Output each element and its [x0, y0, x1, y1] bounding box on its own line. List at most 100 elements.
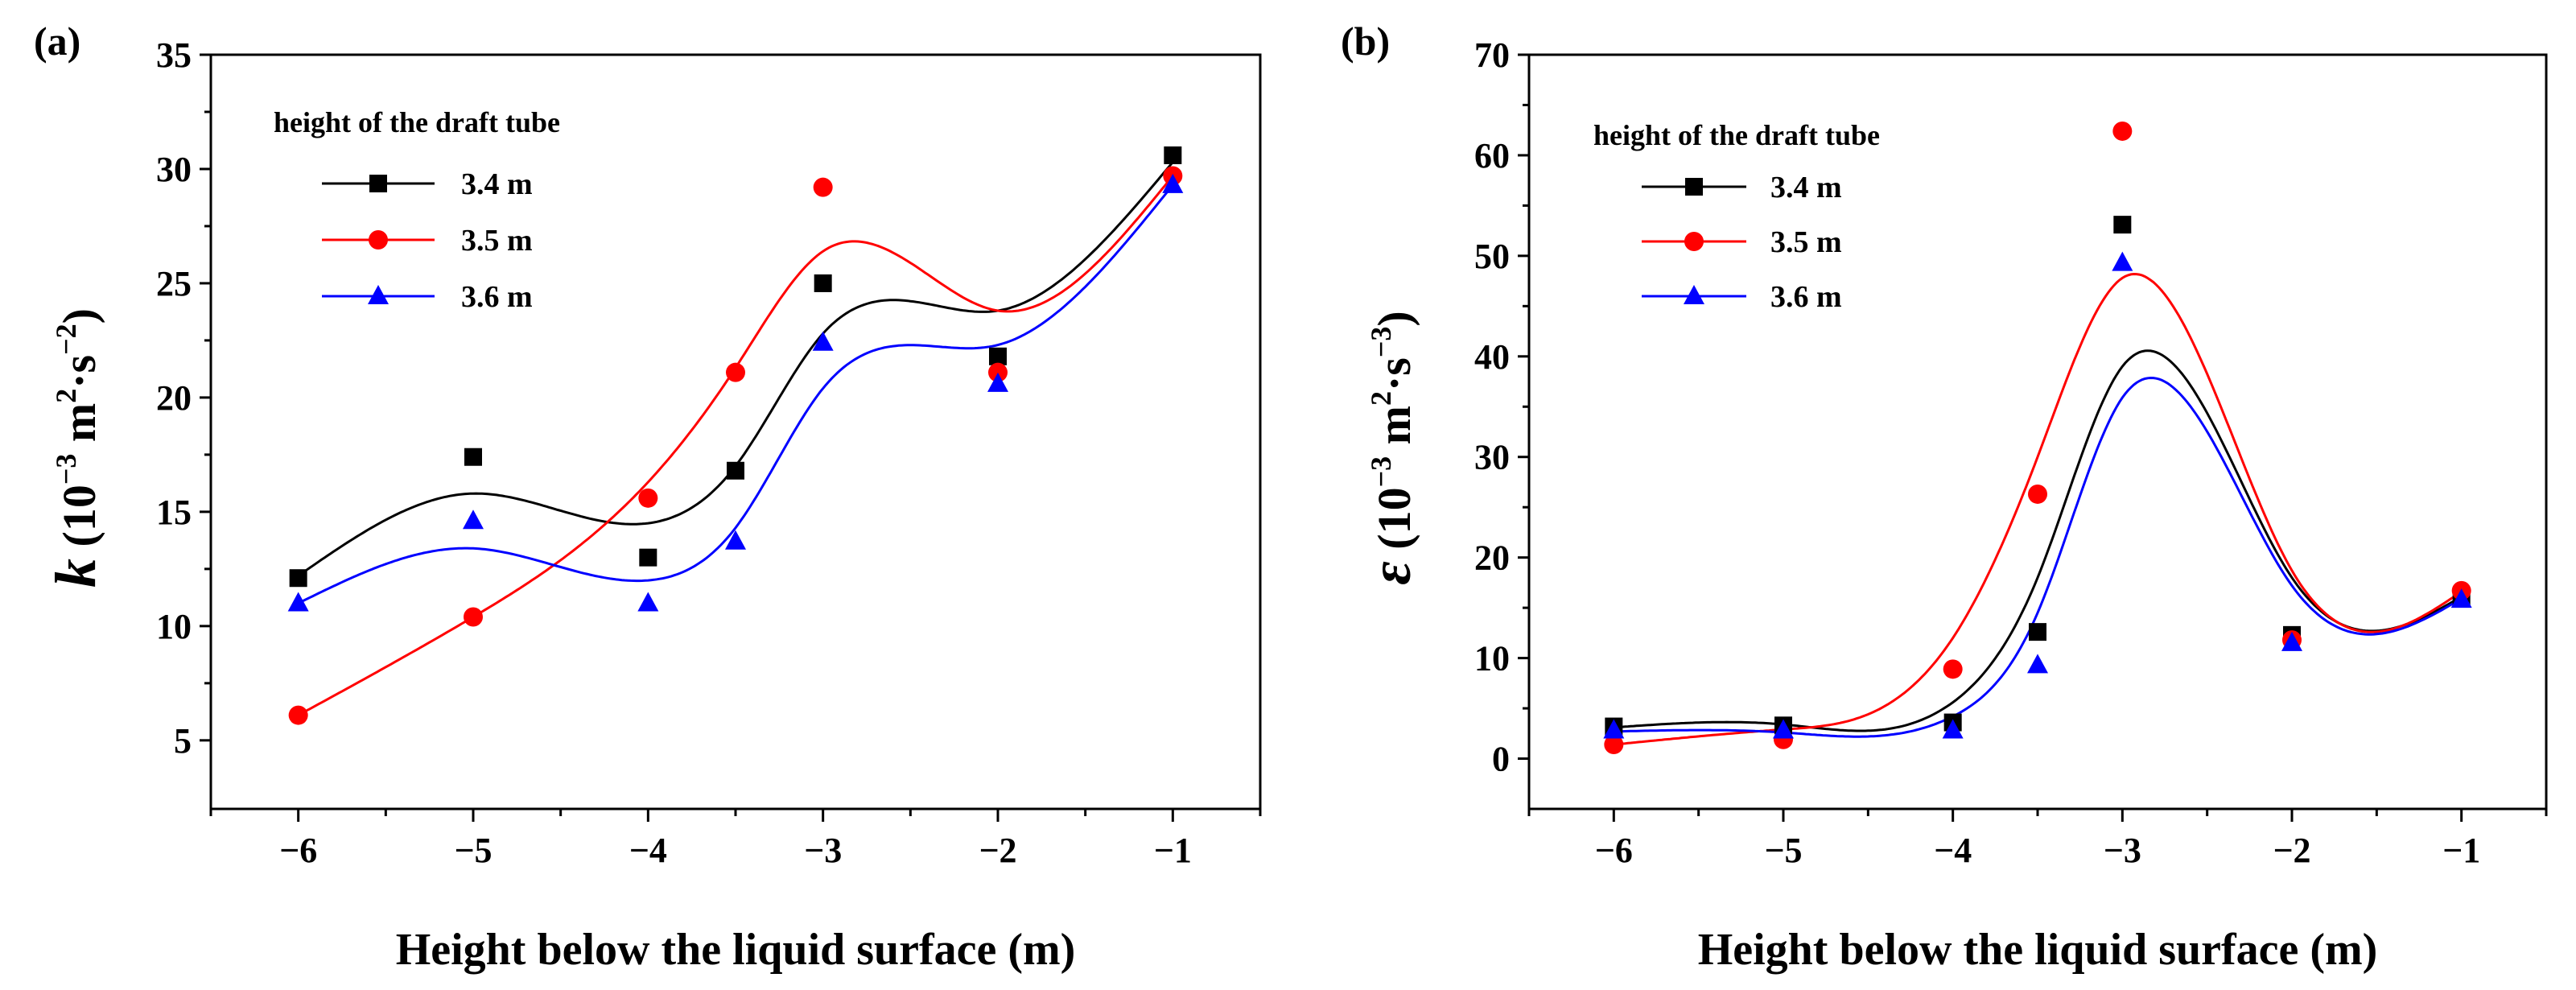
x-axis-label: Height below the liquid surface (m) — [396, 925, 1076, 975]
data-point-square — [464, 448, 482, 466]
x-tick-label: −5 — [454, 831, 492, 870]
legend-marker-circle — [369, 230, 388, 250]
x-tick-label: −4 — [629, 831, 667, 870]
y-tick-label: 30 — [156, 150, 192, 189]
data-point-square — [814, 274, 832, 292]
panel-label: (b) — [1341, 19, 1390, 64]
data-point-square — [1164, 146, 1182, 164]
legend-label: 3.5 m — [461, 224, 533, 258]
legend-title: height of the draft tube — [274, 106, 560, 138]
legend-label: 3.4 m — [1770, 171, 1842, 204]
legend: height of the draft tube 3.4 m 3.5 m 3.6 m — [1593, 119, 1880, 314]
legend-label: 3.5 m — [1770, 225, 1842, 259]
data-point-triangle — [1773, 719, 1794, 739]
fit-curve-triangle — [298, 184, 1174, 604]
y-tick-label: 5 — [174, 721, 192, 761]
data-point-triangle — [637, 592, 659, 612]
y-axis-symbol: k — [43, 559, 108, 588]
data-point-square — [2113, 216, 2132, 234]
data-point-triangle — [2450, 588, 2472, 608]
fit-curve-triangle — [1614, 376, 2463, 738]
data-point-triangle — [463, 509, 484, 530]
y-tick-label: 35 — [156, 35, 192, 75]
x-tick-label: −6 — [279, 831, 317, 870]
y-axis-unit: ) — [53, 308, 105, 324]
x-tick-label: −1 — [1154, 831, 1192, 870]
data-point-square — [727, 461, 744, 480]
plot-frame — [1527, 53, 2548, 811]
data-point-square — [2029, 623, 2046, 641]
data-point-circle — [726, 362, 745, 382]
data-point-triangle — [287, 592, 309, 612]
x-tick-label: −5 — [1764, 831, 1802, 870]
panel-label: (a) — [34, 19, 80, 64]
y-axis-unit-exponent: −3 — [50, 454, 82, 485]
y-axis-label: ε (10−3 m2·s−3) — [1358, 311, 1423, 584]
data-point-square — [639, 548, 657, 567]
fit-curve-circle — [1614, 272, 2463, 746]
data-point-circle — [988, 362, 1008, 382]
legend-label: 3.6 m — [461, 280, 533, 314]
x-tick-label: −2 — [979, 831, 1016, 870]
y-axis-unit: (10 — [53, 485, 105, 559]
x-tick-label: −3 — [804, 831, 842, 870]
fit-curve-circle — [297, 175, 1174, 716]
x-tick-label: −2 — [2273, 831, 2310, 870]
data-point-circle — [2112, 121, 2133, 141]
y-tick-label: 60 — [1474, 136, 1510, 175]
legend-label: 3.4 m — [461, 167, 533, 201]
y-axis-unit: ·s — [1368, 357, 1420, 391]
data-point-circle — [638, 488, 658, 508]
chart-panel-2: 0 10 20 30 40 50 60 70 −6 −5 −4 −3 −2 −1 Height below … — [1341, 19, 2548, 975]
y-tick-label: 25 — [156, 264, 192, 303]
x-tick-label: −3 — [2104, 831, 2141, 870]
y-axis-unit: m — [53, 403, 105, 454]
y-axis-unit: m — [1368, 406, 1420, 456]
data-point-triangle — [2281, 631, 2302, 651]
legend-label: 3.6 m — [1770, 280, 1842, 314]
y-tick-label: 30 — [1474, 438, 1510, 477]
data-point-triangle — [1603, 719, 1625, 739]
y-axis-unit-exponent: 2 — [50, 389, 82, 403]
legend: height of the draft tube 3.4 m 3.5 m 3.6 m — [274, 106, 560, 314]
data-point-circle — [288, 705, 308, 725]
y-tick-label: 10 — [156, 607, 192, 646]
y-axis-unit: ) — [1368, 311, 1420, 326]
legend-marker-triangle — [368, 285, 389, 304]
y-tick-label: 50 — [1474, 237, 1510, 276]
x-tick-label: −4 — [1934, 831, 1972, 870]
data-point-triangle — [812, 331, 834, 351]
y-axis-unit: ·s — [53, 355, 105, 389]
y-tick-label: 20 — [1474, 538, 1510, 578]
y-tick-label: 0 — [1492, 740, 1510, 779]
data-point-circle — [813, 177, 833, 197]
data-point-triangle — [725, 530, 746, 550]
x-tick-label: −6 — [1595, 831, 1633, 870]
data-point-square — [289, 569, 307, 588]
fit-curve-square — [1614, 349, 2463, 732]
legend-title: height of the draft tube — [1593, 119, 1880, 151]
data-point-triangle — [987, 372, 1008, 392]
legend-marker-square — [1685, 178, 1703, 196]
legend-marker-triangle — [1684, 285, 1704, 304]
y-tick-label: 10 — [1474, 639, 1510, 679]
legend-marker-circle — [1684, 232, 1704, 251]
data-point-circle — [1943, 659, 1963, 679]
chart-panel-1: 5 10 15 20 25 30 35 −6 −5 −4 −3 −2 −1 Height below th… — [34, 19, 1262, 975]
data-point-triangle — [2112, 251, 2133, 271]
y-axis-unit-exponent: −3 — [1365, 456, 1397, 488]
y-tick-label: 70 — [1474, 35, 1510, 75]
data-point-square — [989, 347, 1007, 365]
y-axis-unit-exponent: 2 — [1365, 391, 1397, 406]
y-axis-unit-exponent: −2 — [50, 324, 82, 355]
y-axis-label: k (10−3 m2·s−2) — [43, 308, 108, 588]
data-point-circle — [464, 607, 483, 627]
y-axis-symbol: ε — [1358, 561, 1423, 585]
y-tick-label: 15 — [156, 493, 192, 532]
plot-frame — [209, 53, 1262, 811]
x-axis-label: Height below the liquid surface (m) — [1698, 925, 2378, 975]
data-point-circle — [2028, 484, 2047, 504]
data-point-circle — [1604, 735, 1624, 755]
x-tick-label: −1 — [2442, 831, 2480, 870]
